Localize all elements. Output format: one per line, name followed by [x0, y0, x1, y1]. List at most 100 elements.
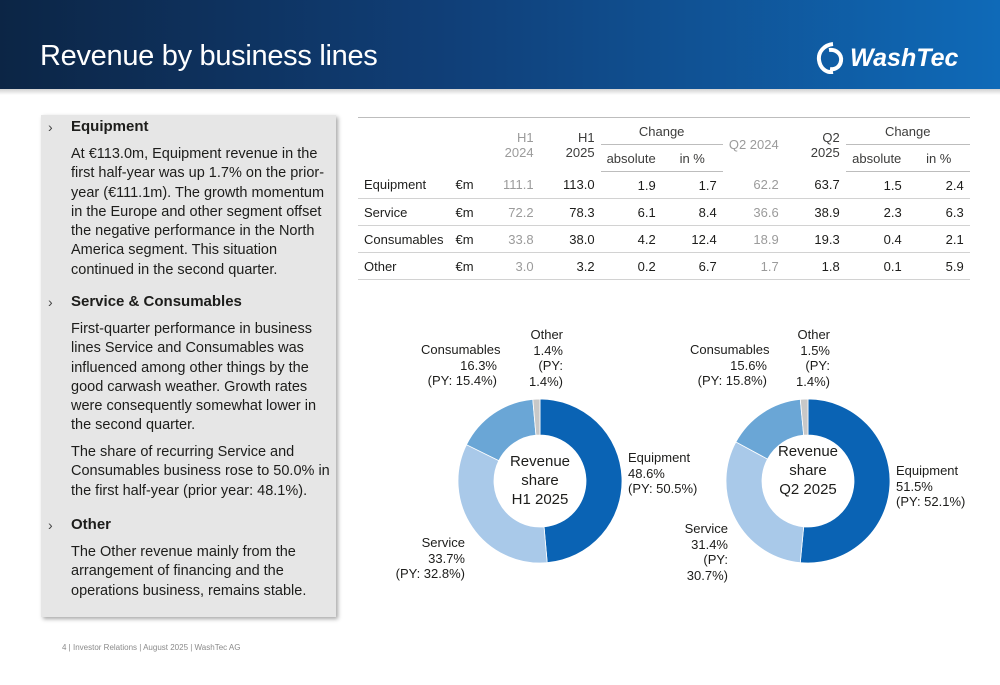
donut-slice-service — [725, 441, 805, 564]
table-cell: 12.4 — [661, 225, 723, 253]
slice-name: Equipment — [628, 450, 691, 465]
label-service-h1: Service 33.7% (PY: 32.8%) — [395, 535, 465, 582]
table-cell: 111.1 — [479, 171, 540, 199]
center-line: share — [789, 462, 827, 479]
header-in-pct: in % — [661, 144, 723, 172]
row-label: Service — [358, 198, 450, 226]
header-in-pct: in % — [907, 144, 970, 172]
table-cell: 6.3 — [907, 198, 970, 226]
slice-prior-year: (PY: 32.8%) — [395, 566, 465, 581]
center-line: Revenue — [777, 443, 839, 460]
slice-prior-year: (PY: 52.1%) — [896, 494, 966, 509]
row-unit: €m — [449, 198, 480, 226]
table-cell: 3.0 — [479, 252, 540, 280]
table-cell: 78.3 — [539, 198, 601, 226]
header-bar — [0, 0, 1000, 89]
table-row: Other €m 3.0 3.2 0.2 6.7 1.7 1.8 0.1 5.9 — [358, 252, 970, 280]
table-cell: 18.9 — [722, 225, 785, 253]
table-cell: 19.3 — [784, 225, 846, 253]
table-cell: 72.2 — [479, 198, 540, 226]
donut-chart-h1-2025 — [457, 398, 623, 564]
slice-value: 16.3% — [460, 357, 497, 373]
table-cell: 2.3 — [845, 198, 908, 226]
table-cell: 1.8 — [784, 252, 846, 280]
table-cell: 0.2 — [600, 252, 662, 280]
header-blank — [358, 117, 480, 172]
donut-center-label-h1: Revenue share H1 2025 — [497, 452, 583, 509]
header-h1-2025: H1 2025 — [539, 117, 601, 172]
donut-slice-other — [799, 398, 809, 436]
header-h1-2024: H1 2024 — [479, 117, 540, 172]
table-cell: 2.4 — [907, 171, 970, 199]
header-q2-2024: Q2 2024 — [722, 117, 785, 172]
slice-name: Service — [684, 521, 728, 536]
logo-text: WashTec — [850, 43, 959, 72]
header-change-h1: Change — [600, 117, 723, 145]
center-line: Revenue — [509, 453, 571, 470]
slice-value: 33.7% — [428, 550, 465, 566]
slice-value: 15.6% — [730, 357, 767, 373]
header-q2-2025: Q2 2025 — [784, 117, 846, 172]
table-row: Service €m 72.2 78.3 6.1 8.4 36.6 38.9 2.3 6.3 — [358, 198, 970, 226]
slice-name: Consumables — [421, 342, 501, 357]
table-cell: 6.7 — [661, 252, 723, 280]
label-other-q2: Other 1.5% (PY: 1.4%) — [772, 327, 830, 389]
center-line: H1 2025 — [511, 491, 569, 508]
label-other-h1: Other 1.4% (PY: 1.4%) — [505, 327, 563, 389]
row-label: Equipment — [358, 171, 450, 199]
revenue-table: H1 2024 H1 2025 Change Q2 2024 Q2 2025 C… — [358, 117, 970, 280]
table-cell: 1.9 — [600, 171, 662, 199]
section-heading-other: Other — [71, 516, 112, 533]
table-row: Consumables €m 33.8 38.0 4.2 12.4 18.9 19.3 0.4 2… — [358, 225, 970, 253]
slice-name: Equipment — [896, 463, 959, 478]
page-number: 4 — [62, 643, 67, 652]
slice-value: 1.5% — [800, 342, 830, 358]
table-cell: 8.4 — [661, 198, 723, 226]
section-heading-equipment: Equipment — [71, 118, 149, 135]
table-cell: 0.1 — [845, 252, 908, 280]
text-panel — [41, 115, 336, 617]
slice-name: Consumables — [690, 342, 770, 357]
header-shadow — [0, 89, 1000, 95]
bullet-icon: › — [48, 517, 53, 533]
table-cell: 113.0 — [539, 171, 601, 199]
slice-name: Other — [797, 327, 830, 342]
label-service-q2: Service 31.4% (PY: 30.7%) — [660, 521, 728, 583]
logo-mark-icon — [816, 42, 844, 74]
slice-prior-year: (PY: 1.4%) — [796, 358, 830, 389]
center-line: share — [521, 472, 559, 489]
slice-prior-year: (PY: 15.4%) — [427, 373, 497, 388]
label-consumables-h1: Consumables 16.3% (PY: 15.4%) — [421, 342, 501, 389]
slice-name: Service — [421, 535, 465, 550]
slice-value: 51.5% — [896, 478, 933, 494]
slice-value: 48.6% — [628, 465, 665, 481]
table-cell: 62.2 — [722, 171, 785, 199]
table-cell: 1.7 — [722, 252, 785, 280]
donut-slice-equipment — [539, 398, 623, 564]
slice-value: 31.4% — [691, 536, 728, 552]
bullet-icon: › — [48, 294, 53, 310]
section-heading-service-consumables: Service & Consumables — [71, 293, 242, 310]
center-line: Q2 2025 — [779, 481, 837, 498]
row-unit: €m — [449, 252, 480, 280]
footer: 4 | Investor Relations | August 2025 | W… — [62, 643, 241, 652]
washtec-logo: WashTec — [816, 38, 958, 78]
donut-slice-other — [532, 398, 541, 436]
table-cell: 63.7 — [784, 171, 846, 199]
label-equipment-q2: Equipment 51.5% (PY: 52.1%) — [896, 463, 965, 510]
row-unit: €m — [449, 171, 480, 199]
footer-text: Investor Relations | August 2025 | WashT… — [72, 643, 241, 652]
slice-prior-year: (PY: 1.4%) — [529, 358, 563, 389]
section-text-service-consumables: First-quarter performance in business li… — [71, 321, 317, 434]
table-cell: 1.5 — [845, 171, 908, 199]
header-absolute: absolute — [845, 144, 908, 172]
table-cell: 3.2 — [539, 252, 601, 280]
donut-center-label-q2: Revenue share Q2 2025 — [765, 442, 851, 499]
section-text-recurring-share: The share of recurring Service and Consu… — [71, 444, 330, 499]
table-cell: 6.1 — [600, 198, 662, 226]
donut-slice-service — [457, 444, 548, 564]
slice-value: 1.4% — [533, 342, 563, 358]
table-cell: 2.1 — [907, 225, 970, 253]
table-cell: 1.7 — [661, 171, 723, 199]
row-unit: €m — [449, 225, 480, 253]
